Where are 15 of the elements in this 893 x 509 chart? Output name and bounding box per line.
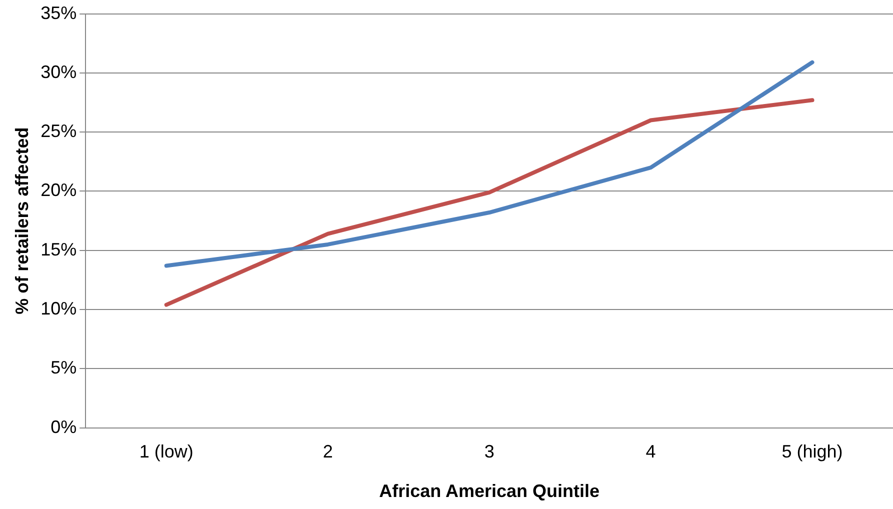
y-axis-title: % of retailers affected xyxy=(12,127,32,314)
x-tick-label: 2 xyxy=(322,442,333,462)
y-tick-label: 15% xyxy=(40,239,77,260)
y-tick-label: 20% xyxy=(40,180,77,200)
x-tick-label: 1 (low) xyxy=(139,442,194,462)
y-tick-label: 0% xyxy=(50,416,77,437)
x-tick-label: 5 (high) xyxy=(782,442,843,462)
x-tick-label: 3 xyxy=(484,442,494,462)
y-tick-label: 10% xyxy=(40,298,77,318)
x-tick-label: 4 xyxy=(646,442,656,462)
y-tick-label: 25% xyxy=(40,121,77,142)
y-tick-label: 35% xyxy=(40,2,77,23)
y-tick-label: 30% xyxy=(40,62,77,82)
x-axis-title: African American Quintile xyxy=(379,481,600,502)
y-tick-label: 5% xyxy=(50,358,77,378)
